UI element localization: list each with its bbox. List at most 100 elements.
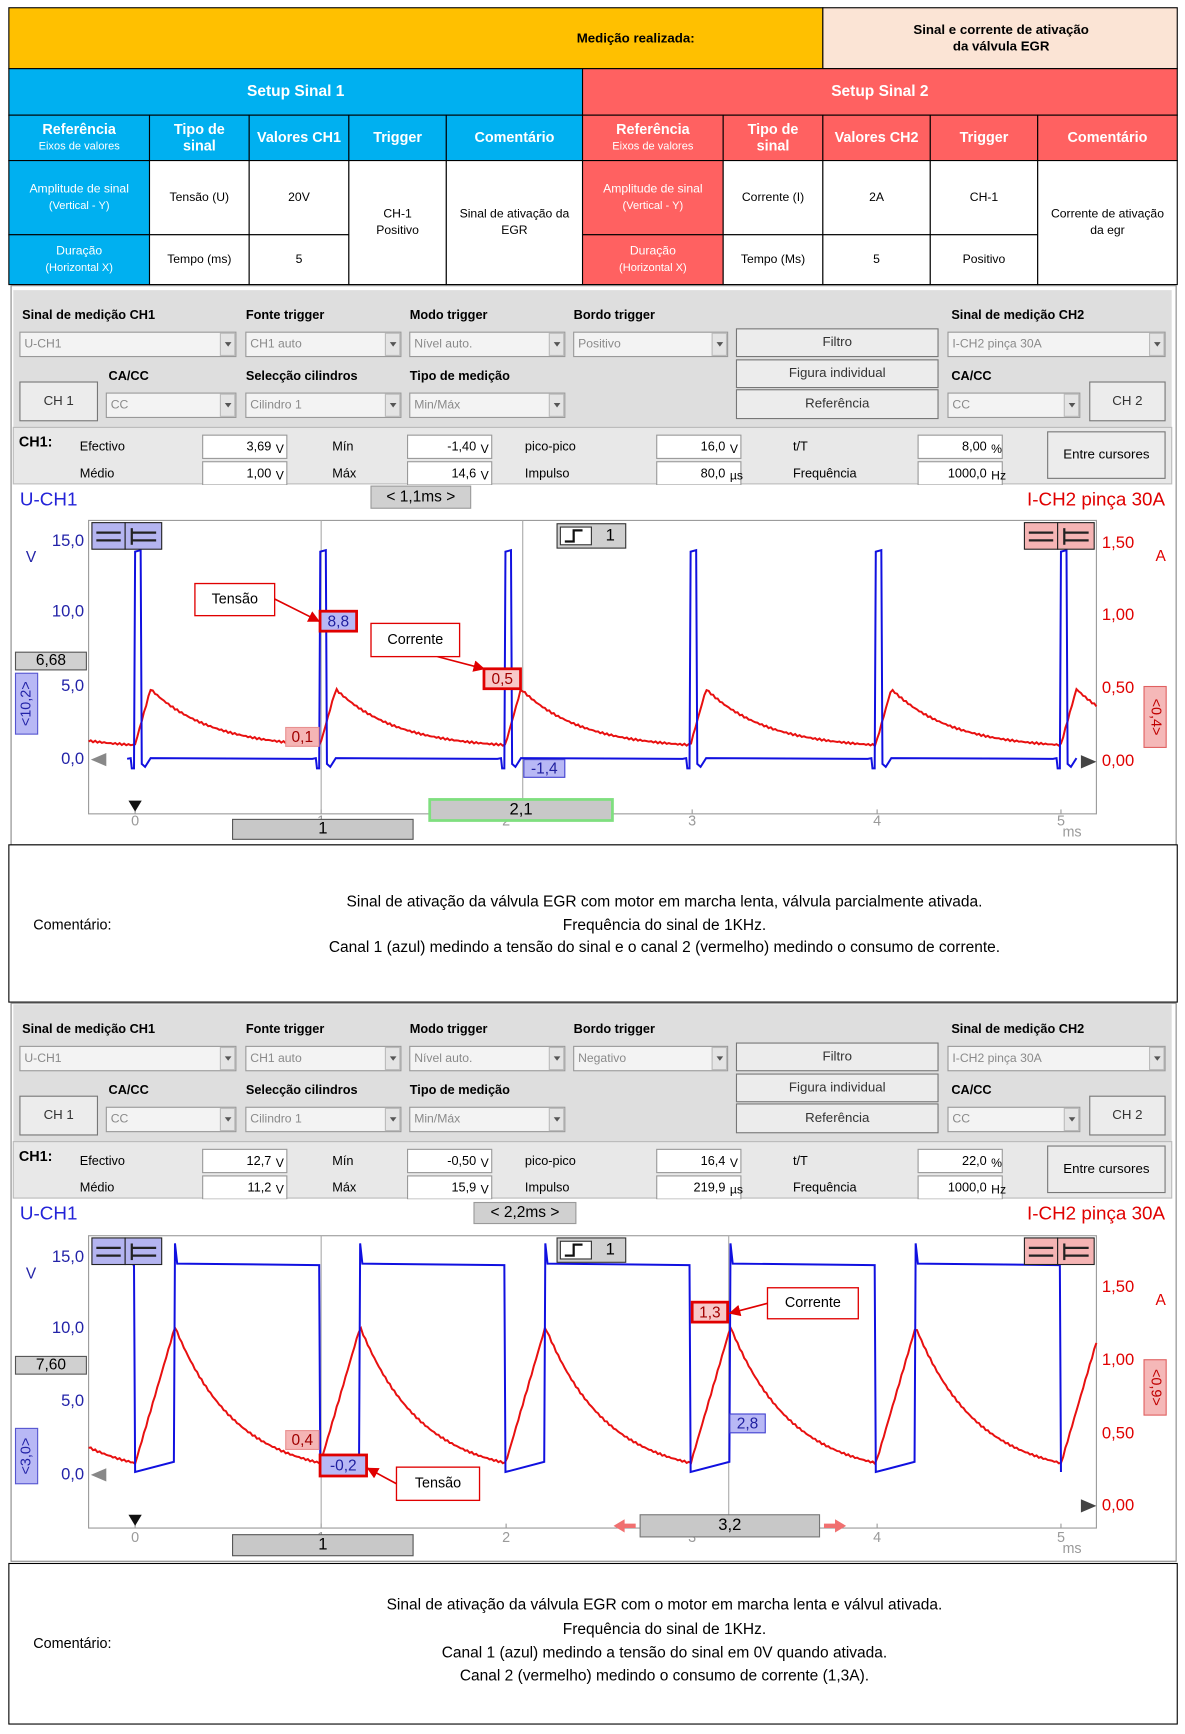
- readout-box: [318, 1453, 368, 1478]
- measure-unit: V: [730, 1156, 739, 1170]
- measure-value: 1000,0: [948, 465, 987, 480]
- dropdown[interactable]: [947, 331, 1166, 358]
- dropdown[interactable]: [947, 392, 1081, 418]
- button[interactable]: [735, 1073, 939, 1103]
- ch1-scale-box: [14, 672, 39, 735]
- button[interactable]: [735, 328, 939, 358]
- button[interactable]: [19, 1095, 99, 1136]
- measure-box: [406, 1148, 493, 1174]
- comment-label: Comentário:: [33, 917, 111, 933]
- dropdown[interactable]: [19, 331, 237, 358]
- cell: [929, 234, 1039, 286]
- header-title: Sinal e corrente de ativação: [913, 22, 1088, 37]
- channel-title: U-CH1: [20, 488, 78, 509]
- ch2-waveform: [88, 686, 1098, 748]
- button[interactable]: [735, 389, 939, 420]
- column-header: Tipo de: [174, 122, 225, 138]
- ch2-waveform: [88, 1325, 1098, 1466]
- dropdown[interactable]: [245, 392, 402, 418]
- time-span-box: [473, 1201, 577, 1225]
- dropdown[interactable]: [245, 331, 402, 358]
- control-label: Sinal de medição CH1: [22, 1021, 155, 1036]
- channel-icon: [91, 522, 126, 550]
- button[interactable]: [1047, 1145, 1166, 1194]
- dropdown[interactable]: [19, 1045, 237, 1072]
- button[interactable]: [1089, 1095, 1166, 1136]
- dropdown[interactable]: [245, 1045, 402, 1072]
- ch1-zero-marker: [90, 1468, 107, 1482]
- y2-tick-label: 0,50: [1102, 678, 1134, 697]
- button[interactable]: [735, 1103, 939, 1134]
- readout: 0,1: [292, 729, 314, 746]
- button[interactable]: [1047, 431, 1166, 479]
- dropdown[interactable]: [409, 1045, 566, 1072]
- measure-box: [202, 461, 288, 486]
- annotation-box: [395, 1466, 481, 1502]
- cell: [722, 234, 824, 286]
- readout-box: [285, 726, 320, 747]
- trigger-edge: [564, 529, 583, 543]
- trigger: CH-1: [383, 206, 412, 220]
- dropdown[interactable]: [947, 1045, 1166, 1072]
- measure-label: Impulso: [525, 465, 570, 480]
- button[interactable]: [19, 381, 99, 422]
- trigger: Positivo: [376, 223, 419, 237]
- button-label: CH 2: [1112, 393, 1142, 408]
- value: 2A: [869, 190, 885, 204]
- button[interactable]: [735, 359, 939, 389]
- dropdown-arrow: [224, 403, 232, 408]
- column-header-cell: [1037, 114, 1178, 162]
- cursor-box: [232, 1534, 414, 1557]
- readout-box: [285, 1430, 320, 1450]
- measure-label: Frequência: [793, 465, 858, 480]
- measure-box: [406, 434, 493, 459]
- y-unit: V: [26, 1266, 37, 1283]
- channel-icon: [1057, 1237, 1095, 1266]
- measure-value: -0,50: [447, 1153, 476, 1168]
- comment-line: Canal 1 (azul) medindo a tensão do sinal…: [442, 1644, 888, 1661]
- cursor-box: [428, 798, 614, 822]
- measure-unit: V: [481, 468, 490, 482]
- dropdown-arrow: [389, 342, 397, 347]
- level-marker: 7,60: [36, 1356, 67, 1373]
- ch2-scale: <0,4>: [1147, 699, 1163, 736]
- dropdown[interactable]: [409, 392, 566, 418]
- control-label: Fonte trigger: [246, 307, 324, 322]
- button[interactable]: [735, 1042, 939, 1072]
- control-label: Tipo de medição: [410, 1082, 510, 1097]
- dropdown-arrow: [389, 403, 397, 408]
- dropdown[interactable]: [105, 1106, 237, 1133]
- cell: [929, 160, 1039, 236]
- y-tick-label: 10,0: [52, 1318, 84, 1337]
- button[interactable]: [1089, 381, 1166, 422]
- annotation: Tensão: [415, 1476, 461, 1492]
- dropdown[interactable]: [573, 331, 729, 358]
- signal-type: Tempo (ms): [167, 252, 231, 266]
- comment-line: Frequência do sinal de 1KHz.: [563, 917, 766, 934]
- y-tick-label: 0,0: [61, 749, 84, 768]
- dropdown[interactable]: [947, 1106, 1081, 1133]
- readout: 8,8: [328, 613, 350, 630]
- y-tick-label: 15,0: [52, 531, 84, 550]
- dropdown[interactable]: [105, 392, 237, 418]
- channel-icon: [1023, 1237, 1059, 1266]
- dropdown-value: Cilindro 1: [250, 1112, 302, 1126]
- comment-line: Sinal de ativação da válvula EGR com mot…: [347, 894, 983, 911]
- x-unit: ms: [1062, 1541, 1081, 1557]
- dropdown[interactable]: [245, 1106, 402, 1133]
- dropdown[interactable]: [573, 1045, 729, 1072]
- measure-unit: V: [481, 1156, 490, 1170]
- dropdown[interactable]: [409, 331, 566, 358]
- control-label: CA/CC: [951, 1082, 991, 1097]
- button-label: Referência: [805, 396, 870, 411]
- measure-box: [202, 1148, 288, 1174]
- channel-icon: [124, 1237, 163, 1266]
- dropdown-value: Negativo: [578, 1051, 626, 1065]
- reference: (Horizontal X): [45, 262, 113, 274]
- control-label: Tipo de medição: [410, 368, 510, 383]
- dropdown[interactable]: [409, 1106, 566, 1133]
- readout: 2,8: [737, 1416, 759, 1433]
- dropdown-value: CH1 auto: [250, 337, 302, 351]
- measure-value: 8,00: [962, 439, 987, 454]
- annotation-arrow: [728, 1302, 768, 1317]
